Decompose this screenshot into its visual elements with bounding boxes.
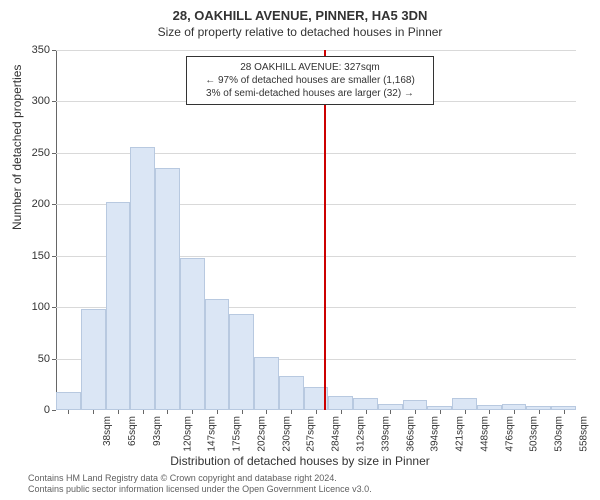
- y-tick: [52, 101, 56, 102]
- footer: Contains HM Land Registry data © Crown c…: [28, 473, 372, 496]
- x-tick-label: 284sqm: [331, 416, 342, 452]
- chart-title: 28, OAKHILL AVENUE, PINNER, HA5 3DN: [0, 0, 600, 23]
- x-tick-label: 366sqm: [405, 416, 416, 452]
- grid-line: [56, 50, 576, 51]
- x-tick: [167, 410, 168, 414]
- histogram-bar: [254, 357, 279, 410]
- x-tick-label: 476sqm: [504, 416, 515, 452]
- x-tick-label: 257sqm: [306, 416, 317, 452]
- x-tick: [192, 410, 193, 414]
- x-tick: [440, 410, 441, 414]
- x-tick: [415, 410, 416, 414]
- x-tick-label: 339sqm: [380, 416, 391, 452]
- y-tick: [52, 410, 56, 411]
- histogram-bar: [403, 400, 428, 410]
- x-tick-label: 202sqm: [257, 416, 268, 452]
- histogram-bar: [130, 147, 155, 410]
- footer-line2: Contains public sector information licen…: [28, 484, 372, 496]
- y-tick: [52, 153, 56, 154]
- histogram-bar: [205, 299, 230, 410]
- y-tick-label: 100: [0, 301, 50, 313]
- x-tick: [489, 410, 490, 414]
- x-tick-label: 120sqm: [182, 416, 193, 452]
- x-tick-label: 558sqm: [578, 416, 589, 452]
- x-tick-label: 38sqm: [102, 416, 113, 446]
- x-tick: [291, 410, 292, 414]
- histogram-bar: [452, 398, 477, 410]
- x-tick: [539, 410, 540, 414]
- histogram-bar: [180, 258, 205, 410]
- x-tick: [93, 410, 94, 414]
- x-tick-label: 65sqm: [127, 416, 138, 446]
- x-tick: [266, 410, 267, 414]
- histogram-bar: [81, 309, 106, 410]
- x-tick-label: 394sqm: [430, 416, 441, 452]
- annotation-line3: 3% of semi-detached houses are larger (3…: [193, 87, 427, 100]
- y-tick-label: 350: [0, 44, 50, 56]
- y-tick: [52, 50, 56, 51]
- x-tick-label: 147sqm: [207, 416, 218, 452]
- x-tick: [366, 410, 367, 414]
- x-tick-label: 421sqm: [455, 416, 466, 452]
- x-tick: [217, 410, 218, 414]
- annotation-box: 28 OAKHILL AVENUE: 327sqm ← 97% of detac…: [186, 56, 434, 105]
- x-tick-label: 175sqm: [232, 416, 243, 452]
- y-tick-label: 150: [0, 250, 50, 262]
- histogram-bar: [353, 398, 378, 410]
- x-tick: [514, 410, 515, 414]
- chart-container: 28, OAKHILL AVENUE, PINNER, HA5 3DN Size…: [0, 0, 600, 500]
- footer-line1: Contains HM Land Registry data © Crown c…: [28, 473, 372, 485]
- x-tick: [564, 410, 565, 414]
- x-tick-label: 448sqm: [479, 416, 490, 452]
- histogram-bar: [56, 392, 81, 411]
- y-tick-label: 200: [0, 198, 50, 210]
- x-tick: [68, 410, 69, 414]
- x-tick-label: 503sqm: [529, 416, 540, 452]
- x-tick-label: 230sqm: [281, 416, 292, 452]
- x-tick: [316, 410, 317, 414]
- chart-subtitle: Size of property relative to detached ho…: [0, 23, 600, 43]
- y-tick: [52, 256, 56, 257]
- y-tick: [52, 204, 56, 205]
- x-tick-label: 93sqm: [152, 416, 163, 446]
- y-tick-label: 250: [0, 147, 50, 159]
- y-tick-label: 0: [0, 404, 50, 416]
- annotation-line1: 28 OAKHILL AVENUE: 327sqm: [193, 61, 427, 74]
- y-tick: [52, 307, 56, 308]
- x-tick: [341, 410, 342, 414]
- annotation-line2: ← 97% of detached houses are smaller (1,…: [193, 74, 427, 87]
- histogram-bar: [155, 168, 180, 410]
- x-tick: [242, 410, 243, 414]
- x-tick: [465, 410, 466, 414]
- x-tick-label: 530sqm: [554, 416, 565, 452]
- plot-area: 38sqm65sqm93sqm120sqm147sqm175sqm202sqm2…: [56, 50, 576, 410]
- histogram-bar: [106, 202, 131, 410]
- histogram-bar: [229, 314, 254, 410]
- x-tick: [118, 410, 119, 414]
- x-tick: [390, 410, 391, 414]
- histogram-bar: [328, 396, 353, 410]
- y-tick: [52, 359, 56, 360]
- x-tick: [143, 410, 144, 414]
- x-axis-label: Distribution of detached houses by size …: [0, 454, 600, 468]
- y-tick-label: 300: [0, 95, 50, 107]
- y-axis: [56, 50, 57, 410]
- y-tick-label: 50: [0, 353, 50, 365]
- histogram-bar: [279, 376, 304, 410]
- x-tick-label: 312sqm: [356, 416, 367, 452]
